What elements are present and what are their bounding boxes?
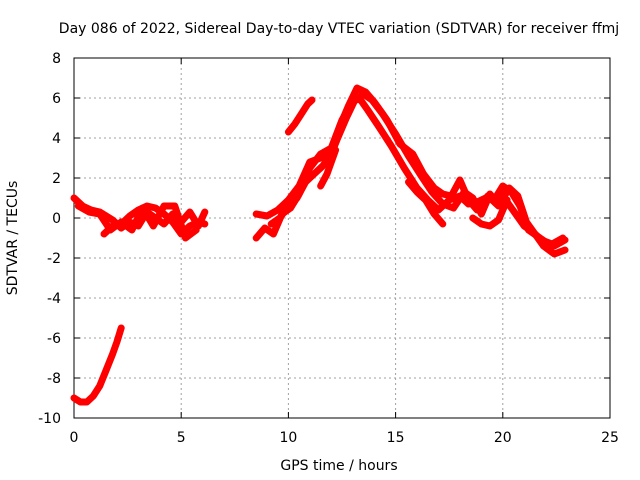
y-tick-label: -4	[47, 291, 61, 307]
y-tick-label: 0	[52, 211, 61, 227]
plot-frame	[73, 57, 611, 419]
series-arc-6	[405, 178, 447, 228]
series-arc-3c	[267, 90, 567, 248]
x-axis-ticks: 0 5 10 15 20 25	[70, 58, 619, 446]
y-tick-label: 6	[52, 91, 61, 107]
x-axis-label: GPS time / hours	[280, 458, 397, 474]
series-arc-3b	[252, 84, 569, 258]
chart-title: Day 086 of 2022, Sidereal Day-to-day VTE…	[59, 21, 619, 37]
grid	[74, 58, 610, 418]
y-tick-label: 2	[52, 171, 61, 187]
x-tick-label: 10	[279, 430, 297, 446]
x-tick-label: 20	[494, 430, 512, 446]
y-tick-label: -6	[47, 331, 61, 347]
y-tick-label: 4	[52, 131, 61, 147]
y-tick-label: 8	[52, 51, 61, 67]
series-arc-4	[284, 96, 316, 136]
y-axis-label: SDTVAR / TECUs	[5, 181, 21, 296]
y-tick-label: -8	[47, 371, 61, 387]
series-arc-7	[469, 196, 511, 230]
series-arc-5	[317, 146, 340, 190]
series-arc-1c	[74, 202, 200, 242]
y-tick-label: -10	[38, 411, 61, 427]
x-tick-label: 0	[70, 430, 79, 446]
series-group	[70, 84, 569, 406]
x-tick-label: 15	[387, 430, 405, 446]
y-axis-ticks: -10 -8 -6 -4 -2 0 2 4 6 8	[38, 51, 610, 427]
x-tick-label: 25	[601, 430, 619, 446]
series-arc-2	[70, 324, 125, 406]
y-tick-label: -2	[47, 251, 61, 267]
x-tick-label: 5	[177, 430, 186, 446]
